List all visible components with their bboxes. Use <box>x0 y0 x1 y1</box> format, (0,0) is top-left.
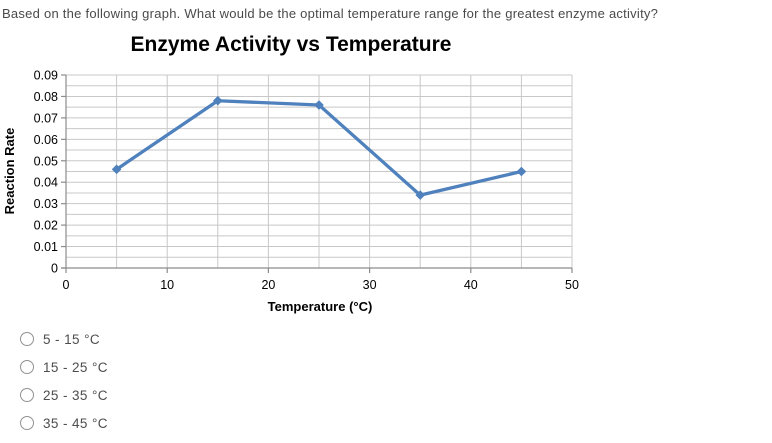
option-label: 15 - 25 °C <box>43 359 108 375</box>
option-label: 25 - 35 °C <box>43 387 108 403</box>
option-5-15[interactable]: 5 - 15 °C <box>20 325 420 353</box>
option-label: 35 - 45 °C <box>43 415 108 431</box>
data-point-marker <box>213 95 223 106</box>
y-tick-label: 0.01 <box>34 240 58 254</box>
chart-title: Enzyme Activity vs Temperature <box>131 33 452 56</box>
y-axis-label: Reaction Rate <box>2 128 17 215</box>
x-tick-label: 50 <box>565 278 579 292</box>
x-tick-label: 40 <box>464 278 478 292</box>
enzyme-activity-chart: 0 0.01 0.02 0.03 0.04 0.05 0.06 0.07 0.08 0.09 0 10… <box>2 33 579 314</box>
data-point-marker <box>314 100 324 110</box>
option-label: 5 - 15 °C <box>43 331 101 347</box>
y-tick-label: 0.02 <box>34 219 58 233</box>
option-35-45[interactable]: 35 - 45 °C <box>20 409 420 437</box>
data-point-marker <box>415 190 425 200</box>
x-tick-label: 0 <box>63 278 70 292</box>
y-tick-label: 0 <box>51 262 58 276</box>
y-tick-label: 0.08 <box>34 90 58 104</box>
x-tick-label: 10 <box>160 278 174 292</box>
y-tick-label: 0.04 <box>34 176 58 190</box>
y-tick-label: 0.05 <box>34 154 58 168</box>
y-tick-label: 0.06 <box>34 133 58 147</box>
radio-button-icon[interactable] <box>20 416 34 430</box>
radio-button-icon[interactable] <box>20 332 34 346</box>
answer-options: 5 - 15 °C 15 - 25 °C 25 - 35 °C 35 - 45 … <box>20 325 420 437</box>
y-tick-label: 0.09 <box>34 69 58 83</box>
data-point-marker <box>516 166 527 177</box>
option-15-25[interactable]: 15 - 25 °C <box>20 353 420 381</box>
option-25-35[interactable]: 25 - 35 °C <box>20 381 420 409</box>
x-tick-label: 30 <box>363 278 377 292</box>
y-tick-label: 0.07 <box>34 111 58 125</box>
question-text: Based on the following graph. What would… <box>2 6 659 21</box>
radio-button-icon[interactable] <box>20 388 34 402</box>
radio-button-icon[interactable] <box>20 360 34 374</box>
data-point-marker <box>111 164 122 175</box>
x-tick-label: 20 <box>261 278 275 292</box>
y-tick-label: 0.03 <box>34 197 58 211</box>
x-axis-label: Temperature (°C) <box>268 299 373 314</box>
